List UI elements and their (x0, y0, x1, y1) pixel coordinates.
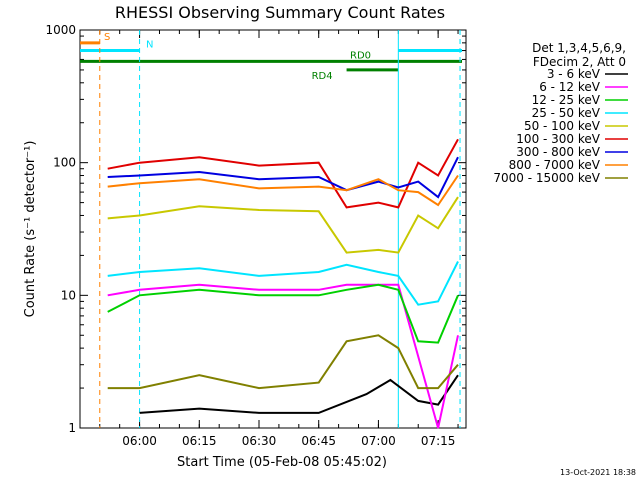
chart-layer: 1 10 100 1000 06:00 06:15 06:30 06:45 07:00 07:15… (45, 23, 466, 448)
legend-label: 25 - 50 keV (532, 106, 601, 120)
legend-label: 12 - 25 keV (532, 93, 601, 107)
x-tick-label: 06:45 (301, 434, 336, 448)
series-line (107, 334, 459, 390)
plot-frame (79, 29, 467, 429)
x-tick-label: 06:15 (182, 434, 217, 448)
state-bar-label: S (104, 32, 110, 43)
footer-date: 13-Oct-2021 18:38 (560, 468, 636, 477)
x-tick-label: 06:30 (242, 434, 277, 448)
x-axis-label: Start Time (05-Feb-08 05:45:02) (177, 455, 387, 470)
chart-title: RHESSI Observing Summary Count Rates (115, 3, 445, 22)
state-bar-label: RD0 (350, 50, 371, 61)
series-line (107, 174, 459, 207)
legend-header-line: FDecim 2, Att 0 (533, 55, 626, 69)
series-line (107, 283, 459, 429)
x-tick-label: 06:00 (122, 434, 157, 448)
legend-label: 50 - 100 keV (524, 119, 601, 133)
x-tick-label: 07:15 (421, 434, 456, 448)
series-line (107, 138, 459, 209)
series-line (107, 261, 459, 306)
x-tick-label: 07:00 (361, 434, 396, 448)
series-line (107, 283, 459, 344)
y-tick-label: 10 (61, 288, 76, 302)
state-bar-label: N (146, 40, 153, 51)
state-bar-label: RD4 (312, 71, 333, 82)
legend-label: 6 - 12 keV (539, 80, 601, 94)
legend-label: 100 - 300 keV (516, 132, 600, 146)
legend-label: 800 - 7000 keV (509, 158, 601, 172)
y-axis-label: Count Rate (s⁻¹ detector⁻¹) (23, 141, 38, 318)
y-tick-label: 1000 (45, 23, 76, 37)
y-tick-label: 100 (53, 156, 76, 170)
legend: Det 1,3,4,5,6,9, FDecim 2, Att 0 3 - 6 k… (493, 41, 628, 185)
legend-header-line: Det 1,3,4,5,6,9, (532, 41, 626, 55)
legend-label: 3 - 6 keV (547, 67, 601, 81)
series-line (139, 374, 459, 414)
legend-label: 300 - 800 keV (516, 145, 600, 159)
legend-label: 7000 - 15000 keV (493, 171, 600, 185)
y-tick-label: 1 (68, 421, 76, 435)
series-line (107, 196, 459, 254)
